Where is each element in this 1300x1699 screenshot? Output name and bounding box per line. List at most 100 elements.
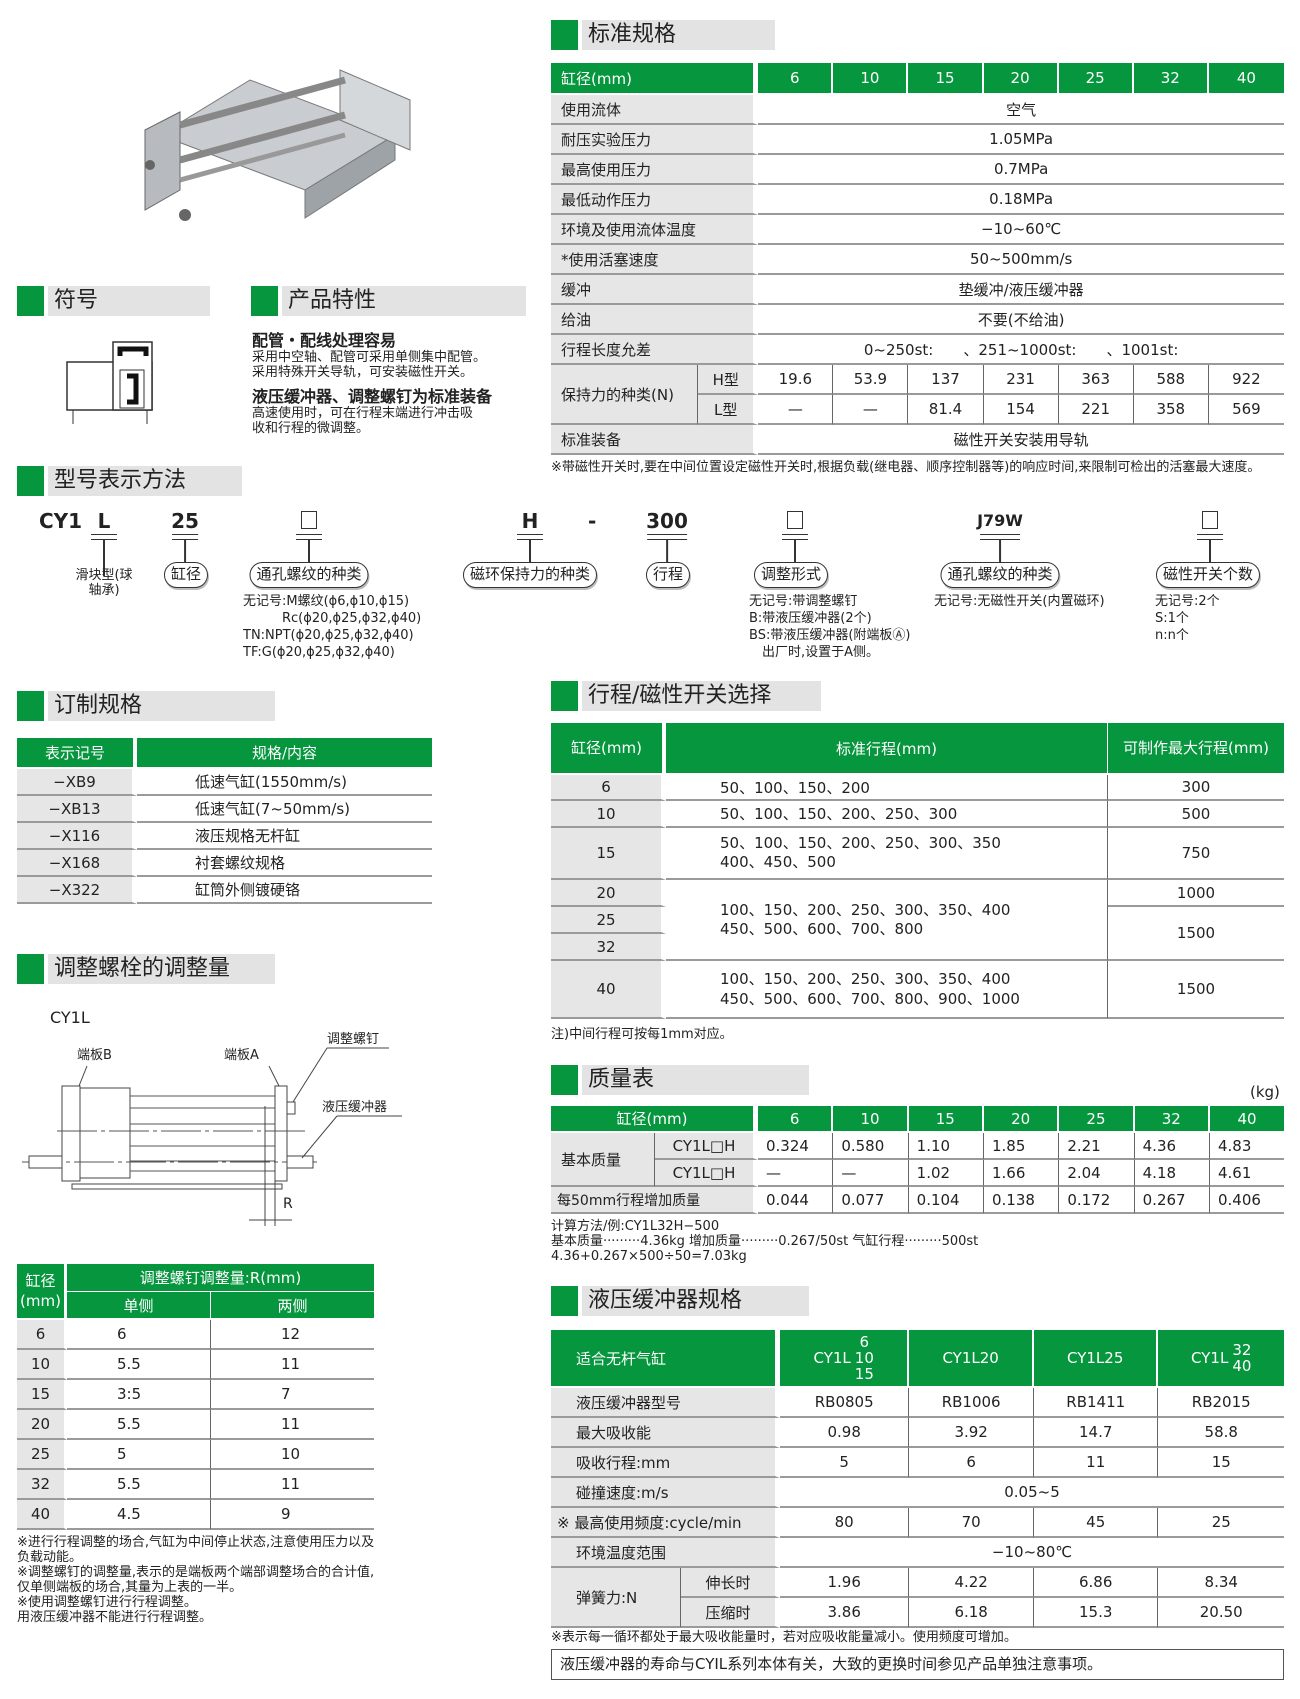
mass-calc: 计算方法/例:CY1L32H−500 基本质量·········4.36kg 增加… [551,1219,979,1264]
table-row: 40 4.5 9 [17,1500,374,1530]
table-row: 使用流体 空气 [551,95,1284,125]
row-label: 保持力的种类(N) [551,365,699,425]
cell: 53.9 [833,365,909,395]
label-switch-count: 磁性开关个数 [1155,562,1261,588]
header-bore-value: 32 [1133,63,1209,95]
symbol-section-header: 符号 [17,286,210,316]
table-row: 15 3:5 7 [17,1380,374,1410]
table-row: 耐压实验压力 1.05MPa [551,125,1284,155]
label-slider: 滑块型(球轴承) [75,568,133,598]
mass-section-header: 质量表 [551,1065,809,1095]
label-bore: 缸径 [163,562,209,588]
cell: 1.02 [908,1160,984,1187]
cell: 221 [1058,395,1134,425]
cell: 0.406 [1209,1187,1284,1214]
table-row: 最大吸收能 0.98 3.92 14.7 58.8 [551,1418,1284,1448]
code: 25 [171,509,199,533]
cell: — [833,1160,909,1187]
cell: 5.5 [67,1350,211,1380]
desc-switch: 无记号:无磁性开关(内置磁环) [934,594,1105,609]
model-prefix: CY1 [39,509,83,533]
cell: — [833,395,909,425]
cell: 1000 [1108,880,1284,907]
cell: 231 [983,365,1059,395]
row-label: 缓冲 [551,275,759,305]
header-bore-value: 10 [833,63,909,95]
model-part-stroke: 300 [646,508,688,562]
model-part-port [296,508,322,562]
cell: 588 [1133,365,1209,395]
header: 规格/内容 [137,738,432,769]
cell: 4.36 [1134,1133,1210,1160]
header-bore-value: 25 [1058,63,1134,95]
header: 32 [1134,1106,1210,1133]
cell: 922 [1208,365,1284,395]
cell: — [758,395,834,425]
header-bore-value: 40 [1208,63,1284,95]
custom-section-header: 订制规格 [17,691,275,721]
cell: 154 [983,395,1059,425]
cell: 9 [211,1500,374,1530]
cell: 50、100、150、200、250、300、350 400、450、500 [666,828,1108,880]
model-section-header: 型号表示方法 [17,466,242,496]
cylinder-diagram-icon [22,1047,402,1226]
cell: 8.34 [1158,1568,1284,1598]
cell: 20 [17,1410,67,1440]
header: 15 [908,1106,984,1133]
label-port2: 通孔螺纹的种类 [940,562,1060,588]
desc: 缸筒外侧镀硬铬 [137,877,432,904]
desc: 低速气缸(1550mm/s) [137,769,432,796]
cell: 80 [780,1508,910,1538]
sub-label: 伸长时 [681,1568,780,1598]
cell: 10 [211,1440,374,1470]
stroke-table: 缸径(mm) 标准行程(mm) 可制作最大行程(mm) 6 50、100、150、20… [551,723,1284,1042]
cell: 6.18 [909,1598,1034,1628]
desc: 衬套螺纹规格 [137,850,432,877]
table-row: 25 5 10 [17,1440,374,1470]
table-row: ※ 最高使用频度:cycle/min 80 70 45 25 [551,1508,1284,1538]
code: L [97,509,111,533]
cell: 20 [551,880,666,907]
section-title: 行程/磁性开关选择 [582,681,821,711]
table-row: 25 1500 [551,907,1284,961]
cell: 15 [551,828,666,880]
desc-adjust: 无记号:带调整螺钉 B:带液压缓冲器(2个) BS:带液压缓冲器(附端板Ⓐ) 出厂时… [749,594,911,660]
header-bore-value: 6 [758,63,834,95]
cell: 1.66 [983,1160,1060,1187]
mass-unit: (kg) [1250,1083,1280,1101]
section-title: 调整螺栓的调整量 [48,954,275,984]
code: 300 [646,509,688,533]
table-row: 标准装备 磁性开关安装用导轨 [551,425,1284,455]
cell: 100、150、200、250、300、350、400 450、500、600、7… [666,880,1108,961]
cell: 1.85 [983,1133,1060,1160]
table-row: 最低动作压力 0.18MPa [551,185,1284,215]
header-col-large: CY1L 32 40 [1158,1330,1284,1388]
cell: 20.50 [1158,1598,1284,1628]
table-row: 弹簧力:N 伸长时 1.96 4.22 6.86 8.34 [551,1568,1284,1628]
cell: 12 [211,1320,374,1350]
table-row: 最高使用压力 0.7MPa [551,155,1284,185]
header: 10 [833,1106,909,1133]
cell: 40 [551,961,666,1019]
cell: 19.6 [758,365,834,395]
cell: 300 [1108,775,1284,801]
table-row: −XB9 低速气缸(1550mm/s) [17,769,432,796]
table-row: 20 5.5 11 [17,1410,374,1440]
cell: 40 [17,1500,67,1530]
row-label: 碰撞速度:m/s [551,1478,780,1508]
table-row: 10 5.5 11 [17,1350,374,1380]
row-value: 0.7MPa [758,155,1284,185]
section-title: 订制规格 [48,691,275,721]
table-row: 缓冲 垫缓冲/液压缓冲器 [551,275,1284,305]
model-dash: - [588,509,597,533]
feature-heading: 液压缓冲器、调整螺钉为标准装备 [252,387,493,406]
cell: 2.21 [1059,1133,1135,1160]
header-col-small: CY1L 6 10 15 [780,1330,910,1388]
row-label: 给油 [551,305,759,335]
cell: 50、100、150、200 [666,775,1108,801]
cell: 1.96 [780,1568,910,1598]
row-label: 标准装备 [551,425,759,455]
cell: 5.5 [67,1410,211,1440]
table-row: 环境及使用流体温度 −10~60℃ [551,215,1284,245]
table-row: 液压缓冲器型号 RB0805 RB1006 RB1411 RB2015 [551,1388,1284,1418]
